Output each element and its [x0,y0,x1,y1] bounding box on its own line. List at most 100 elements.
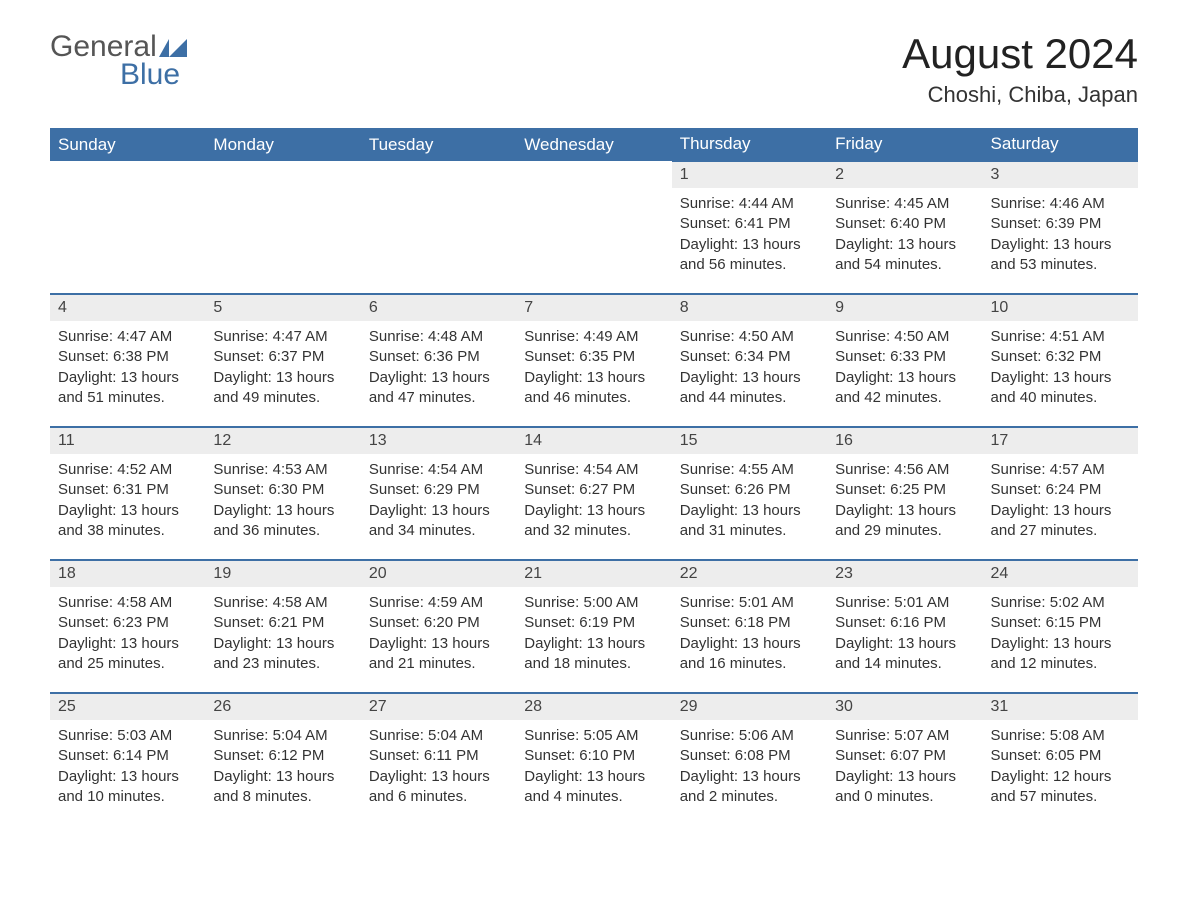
day-number: 10 [991,299,1009,316]
day-detail-cell: Sunrise: 4:47 AMSunset: 6:37 PMDaylight:… [205,321,360,427]
day-detail-cell: Sunrise: 4:45 AMSunset: 6:40 PMDaylight:… [827,188,982,294]
day-detail-cell: Sunrise: 4:51 AMSunset: 6:32 PMDaylight:… [983,321,1138,427]
sunrise-text: Sunrise: 4:51 AM [991,327,1130,347]
detail-row: Sunrise: 4:52 AMSunset: 6:31 PMDaylight:… [50,454,1138,560]
sunset-text: Sunset: 6:40 PM [835,214,974,234]
sunset-text: Sunset: 6:36 PM [369,347,508,367]
day-number: 21 [524,565,542,582]
day-number-cell: 7 [516,294,671,321]
sunrise-text: Sunrise: 4:50 AM [680,327,819,347]
weekday-header: Friday [827,128,982,161]
day-number: 22 [680,565,698,582]
day-number-cell: 21 [516,560,671,587]
day-detail-cell: Sunrise: 4:58 AMSunset: 6:21 PMDaylight:… [205,587,360,693]
sunset-text: Sunset: 6:18 PM [680,613,819,633]
day-detail-cell: Sunrise: 5:00 AMSunset: 6:19 PMDaylight:… [516,587,671,693]
sunrise-text: Sunrise: 5:01 AM [835,593,974,613]
detail-row: Sunrise: 4:44 AMSunset: 6:41 PMDaylight:… [50,188,1138,294]
daylight-text: Daylight: 13 hours and 2 minutes. [680,767,819,808]
daynum-row: 45678910 [50,294,1138,321]
sunrise-text: Sunrise: 5:05 AM [524,726,663,746]
day-detail-cell: Sunrise: 5:05 AMSunset: 6:10 PMDaylight:… [516,720,671,825]
day-number: 29 [680,698,698,715]
daylight-text: Daylight: 13 hours and 12 minutes. [991,634,1130,675]
day-number-cell: 27 [361,693,516,720]
daylight-text: Daylight: 13 hours and 38 minutes. [58,501,197,542]
day-number-cell: 29 [672,693,827,720]
sunrise-text: Sunrise: 4:50 AM [835,327,974,347]
day-number-cell: 31 [983,693,1138,720]
sunset-text: Sunset: 6:29 PM [369,480,508,500]
weekday-header: Monday [205,128,360,161]
day-detail-cell: Sunrise: 4:53 AMSunset: 6:30 PMDaylight:… [205,454,360,560]
location-label: Choshi, Chiba, Japan [902,82,1138,108]
day-number: 1 [680,166,689,183]
day-detail-cell: Sunrise: 4:57 AMSunset: 6:24 PMDaylight:… [983,454,1138,560]
daylight-text: Daylight: 13 hours and 42 minutes. [835,368,974,409]
daynum-row: 25262728293031 [50,693,1138,720]
daylight-text: Daylight: 13 hours and 34 minutes. [369,501,508,542]
sunrise-text: Sunrise: 4:47 AM [213,327,352,347]
day-number: 27 [369,698,387,715]
sunrise-text: Sunrise: 4:45 AM [835,194,974,214]
day-number: 13 [369,432,387,449]
sunrise-text: Sunrise: 4:54 AM [524,460,663,480]
sunset-text: Sunset: 6:37 PM [213,347,352,367]
day-number-cell: 6 [361,294,516,321]
sunset-text: Sunset: 6:35 PM [524,347,663,367]
daylight-text: Daylight: 13 hours and 4 minutes. [524,767,663,808]
day-number-cell [516,161,671,188]
sunrise-text: Sunrise: 4:53 AM [213,460,352,480]
sunrise-text: Sunrise: 4:48 AM [369,327,508,347]
daylight-text: Daylight: 13 hours and 0 minutes. [835,767,974,808]
day-detail-cell [205,188,360,294]
sunrise-text: Sunrise: 5:06 AM [680,726,819,746]
day-detail-cell: Sunrise: 5:07 AMSunset: 6:07 PMDaylight:… [827,720,982,825]
day-detail-cell: Sunrise: 4:56 AMSunset: 6:25 PMDaylight:… [827,454,982,560]
day-number-cell: 15 [672,427,827,454]
sunset-text: Sunset: 6:14 PM [58,746,197,766]
weekday-header: Sunday [50,128,205,161]
detail-row: Sunrise: 4:58 AMSunset: 6:23 PMDaylight:… [50,587,1138,693]
daylight-text: Daylight: 13 hours and 14 minutes. [835,634,974,675]
daylight-text: Daylight: 13 hours and 51 minutes. [58,368,197,409]
daylight-text: Daylight: 13 hours and 10 minutes. [58,767,197,808]
day-number: 5 [213,299,222,316]
detail-row: Sunrise: 4:47 AMSunset: 6:38 PMDaylight:… [50,321,1138,427]
day-number-cell: 23 [827,560,982,587]
weekday-header-row: Sunday Monday Tuesday Wednesday Thursday… [50,128,1138,161]
day-detail-cell: Sunrise: 4:50 AMSunset: 6:34 PMDaylight:… [672,321,827,427]
sunrise-text: Sunrise: 4:47 AM [58,327,197,347]
day-number: 25 [58,698,76,715]
day-number-cell: 9 [827,294,982,321]
sunset-text: Sunset: 6:41 PM [680,214,819,234]
sunrise-text: Sunrise: 5:01 AM [680,593,819,613]
sunset-text: Sunset: 6:38 PM [58,347,197,367]
sunrise-text: Sunrise: 4:54 AM [369,460,508,480]
weekday-header: Wednesday [516,128,671,161]
day-number: 4 [58,299,67,316]
day-number: 16 [835,432,853,449]
day-number-cell: 24 [983,560,1138,587]
sunset-text: Sunset: 6:23 PM [58,613,197,633]
day-number-cell: 26 [205,693,360,720]
daylight-text: Daylight: 13 hours and 36 minutes. [213,501,352,542]
daylight-text: Daylight: 13 hours and 21 minutes. [369,634,508,675]
day-number-cell: 30 [827,693,982,720]
day-number-cell [50,161,205,188]
daylight-text: Daylight: 13 hours and 25 minutes. [58,634,197,675]
day-number-cell: 3 [983,161,1138,188]
day-number: 9 [835,299,844,316]
day-detail-cell: Sunrise: 4:47 AMSunset: 6:38 PMDaylight:… [50,321,205,427]
day-detail-cell: Sunrise: 5:01 AMSunset: 6:18 PMDaylight:… [672,587,827,693]
sunset-text: Sunset: 6:33 PM [835,347,974,367]
day-number-cell: 17 [983,427,1138,454]
day-number-cell: 2 [827,161,982,188]
sunset-text: Sunset: 6:30 PM [213,480,352,500]
day-detail-cell: Sunrise: 4:52 AMSunset: 6:31 PMDaylight:… [50,454,205,560]
sunrise-text: Sunrise: 5:02 AM [991,593,1130,613]
day-number-cell: 10 [983,294,1138,321]
day-number-cell: 18 [50,560,205,587]
weekday-header: Tuesday [361,128,516,161]
day-detail-cell: Sunrise: 5:08 AMSunset: 6:05 PMDaylight:… [983,720,1138,825]
